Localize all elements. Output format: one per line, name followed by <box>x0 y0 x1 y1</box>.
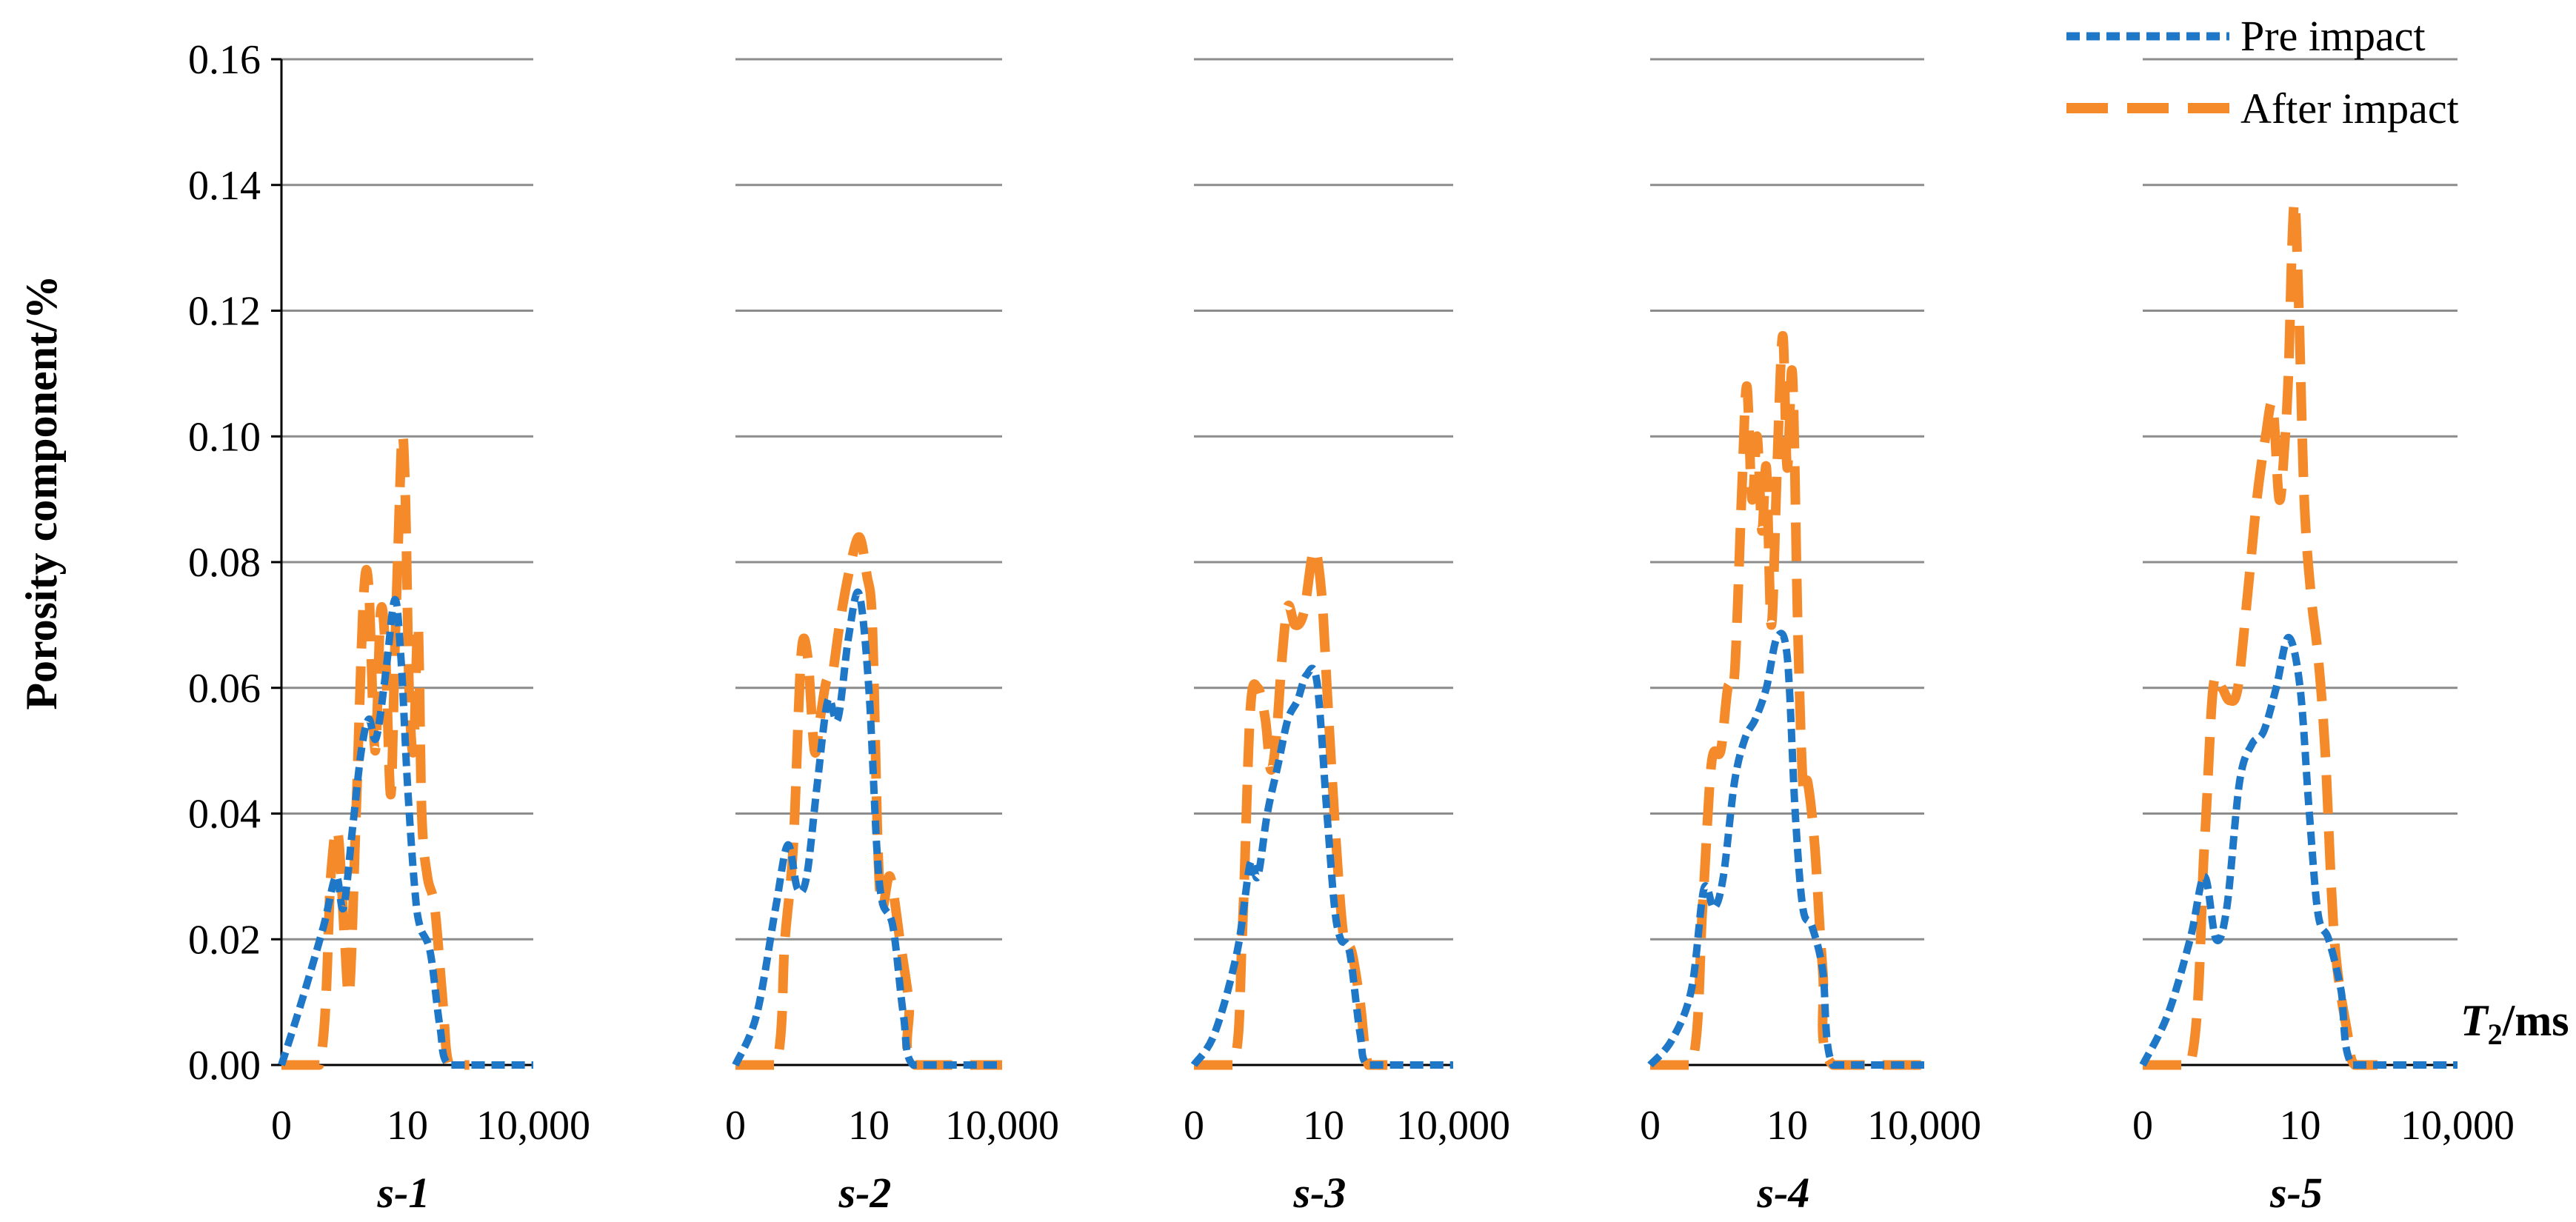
y-tick-label: 0.00 <box>188 1043 261 1089</box>
y-tick-label: 0.06 <box>188 666 261 712</box>
panel-label: s-2 <box>838 1169 892 1217</box>
y-tick-label: 0.12 <box>188 289 261 335</box>
panel-label: s-3 <box>1293 1169 1347 1217</box>
x-tick-label: 10 <box>1766 1103 1808 1149</box>
x-tick-label: 10,000 <box>945 1103 1059 1149</box>
x-tick-label: 10,000 <box>1867 1103 1981 1149</box>
x-tick-label: 10,000 <box>1396 1103 1510 1149</box>
x-axis-label-main: T <box>2460 996 2489 1045</box>
x-tick-label: 10,000 <box>476 1103 590 1149</box>
series-after-impact-s-2 <box>735 532 1002 1070</box>
y-tick-label: 0.04 <box>188 792 261 838</box>
series-after-impact-s-5 <box>2142 196 2378 1070</box>
x-tick-label: 0 <box>1640 1103 1661 1149</box>
y-axis-label: Porosity component/% <box>17 275 66 710</box>
x-tick-label: 10 <box>2280 1103 2321 1149</box>
x-axis-label-sub: 2 <box>2488 1018 2503 1051</box>
series-after-impact-s-3 <box>1193 544 1388 1070</box>
legend-pre-label: Pre impact <box>2240 12 2426 60</box>
x-tick-label: 0 <box>271 1103 292 1149</box>
y-tick-label: 0.08 <box>188 540 261 586</box>
series-layer <box>278 196 2457 1070</box>
x-tick-label: 10,000 <box>2400 1103 2515 1149</box>
x-tick-label: 0 <box>2132 1103 2153 1149</box>
x-tick-label: 0 <box>1184 1103 1204 1149</box>
series-after-impact-s-4 <box>1649 331 1924 1070</box>
series-pre-impact-s-1 <box>278 595 533 1069</box>
y-tick-label: 0.02 <box>188 917 261 963</box>
series-after-impact-s-1 <box>281 430 470 1070</box>
y-tick-label: 0.14 <box>188 163 261 209</box>
series-pre-impact-s-5 <box>2139 633 2457 1069</box>
panel-label: s-5 <box>2269 1169 2323 1217</box>
legend: Pre impact After impact <box>2066 12 2459 133</box>
x-axis-label: T2/ms <box>2460 996 2569 1051</box>
grid-layer <box>281 58 2457 941</box>
x-tick-label: 0 <box>725 1103 746 1149</box>
x-axis-label-unit: /ms <box>2502 996 2569 1045</box>
x-tick-label: 10 <box>387 1103 428 1149</box>
series-pre-impact-s-3 <box>1190 664 1453 1069</box>
labels-layer: 0.00 0.02 0.04 0.06 0.08 0.10 0.12 0.14 0.16 0 10 1… <box>188 37 2515 1217</box>
series-pre-impact-s-2 <box>732 588 1002 1069</box>
panel-label: s-4 <box>1757 1169 1810 1217</box>
y-tick-label: 0.10 <box>188 414 261 460</box>
x-tick-label: 10 <box>1303 1103 1344 1149</box>
series-pre-impact-s-4 <box>1647 630 1924 1069</box>
y-tick-label: 0.16 <box>188 37 261 83</box>
legend-after-label: After impact <box>2240 84 2459 133</box>
x-tick-label: 10 <box>848 1103 890 1149</box>
panel-label: s-1 <box>377 1169 430 1217</box>
